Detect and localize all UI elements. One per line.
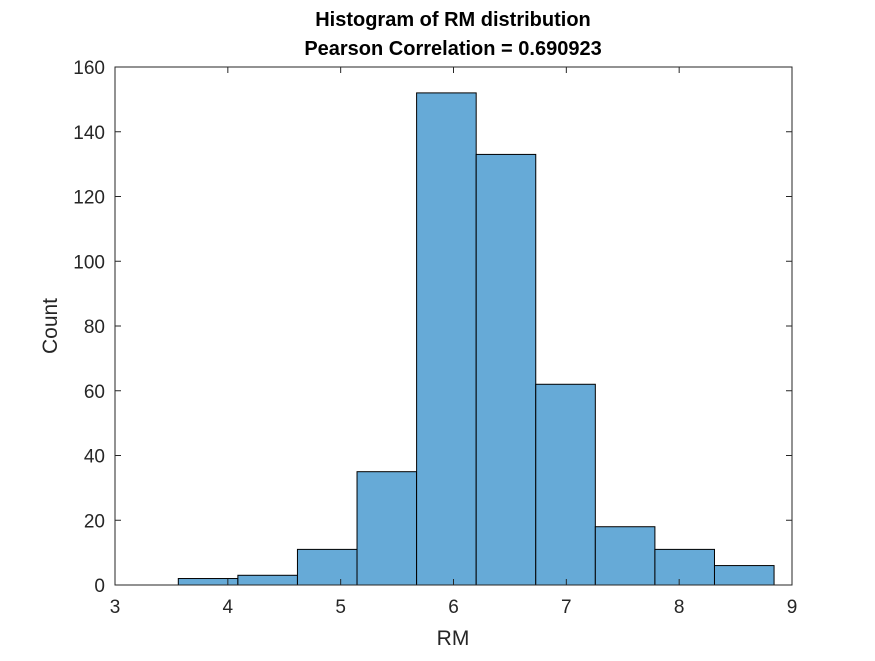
- x-axis-label: RM: [437, 627, 470, 650]
- y-tick-label: 100: [73, 252, 105, 273]
- axes-box: [114, 66, 793, 586]
- y-tick-label: 40: [84, 447, 105, 468]
- histogram-bar-9: [654, 548, 715, 586]
- histogram-bar-6: [475, 153, 537, 586]
- x-tick-label: 8: [674, 597, 685, 618]
- y-tick-label: 160: [73, 58, 105, 79]
- histogram-bar-5: [416, 92, 477, 586]
- histogram-bar-10: [713, 565, 775, 586]
- y-tick-label: 140: [73, 123, 105, 144]
- histogram-bar-8: [594, 526, 656, 586]
- x-tick-label: 3: [110, 597, 121, 618]
- x-tick-label: 9: [787, 597, 798, 618]
- histogram-bar-7: [535, 383, 596, 586]
- x-axis-ticks: 3 4 5 6 7 8 9: [110, 67, 798, 618]
- y-axis-label: Count: [39, 298, 62, 354]
- y-tick-label: 20: [84, 511, 105, 532]
- histogram-bar-3: [296, 548, 358, 586]
- y-tick-label: 0: [94, 576, 105, 597]
- y-tick-label: 120: [73, 188, 105, 209]
- x-tick-label: 6: [448, 597, 459, 618]
- x-tick-label: 5: [335, 597, 346, 618]
- histogram-bar-1: [177, 578, 239, 586]
- chart-title: Histogram of RM distribution: [315, 9, 591, 31]
- y-tick-label: 80: [84, 317, 105, 338]
- x-tick-label: 7: [561, 597, 572, 618]
- y-axis-ticks: 0 20 40 60 80 100 120 140 160: [73, 58, 792, 597]
- x-tick-label: 4: [223, 597, 234, 618]
- y-tick-label: 60: [84, 382, 105, 403]
- chart-subtitle: Pearson Correlation = 0.690923: [304, 38, 601, 60]
- histogram-bar-2: [237, 574, 298, 586]
- bars-group: [177, 92, 775, 586]
- histogram-bar-4: [356, 471, 418, 586]
